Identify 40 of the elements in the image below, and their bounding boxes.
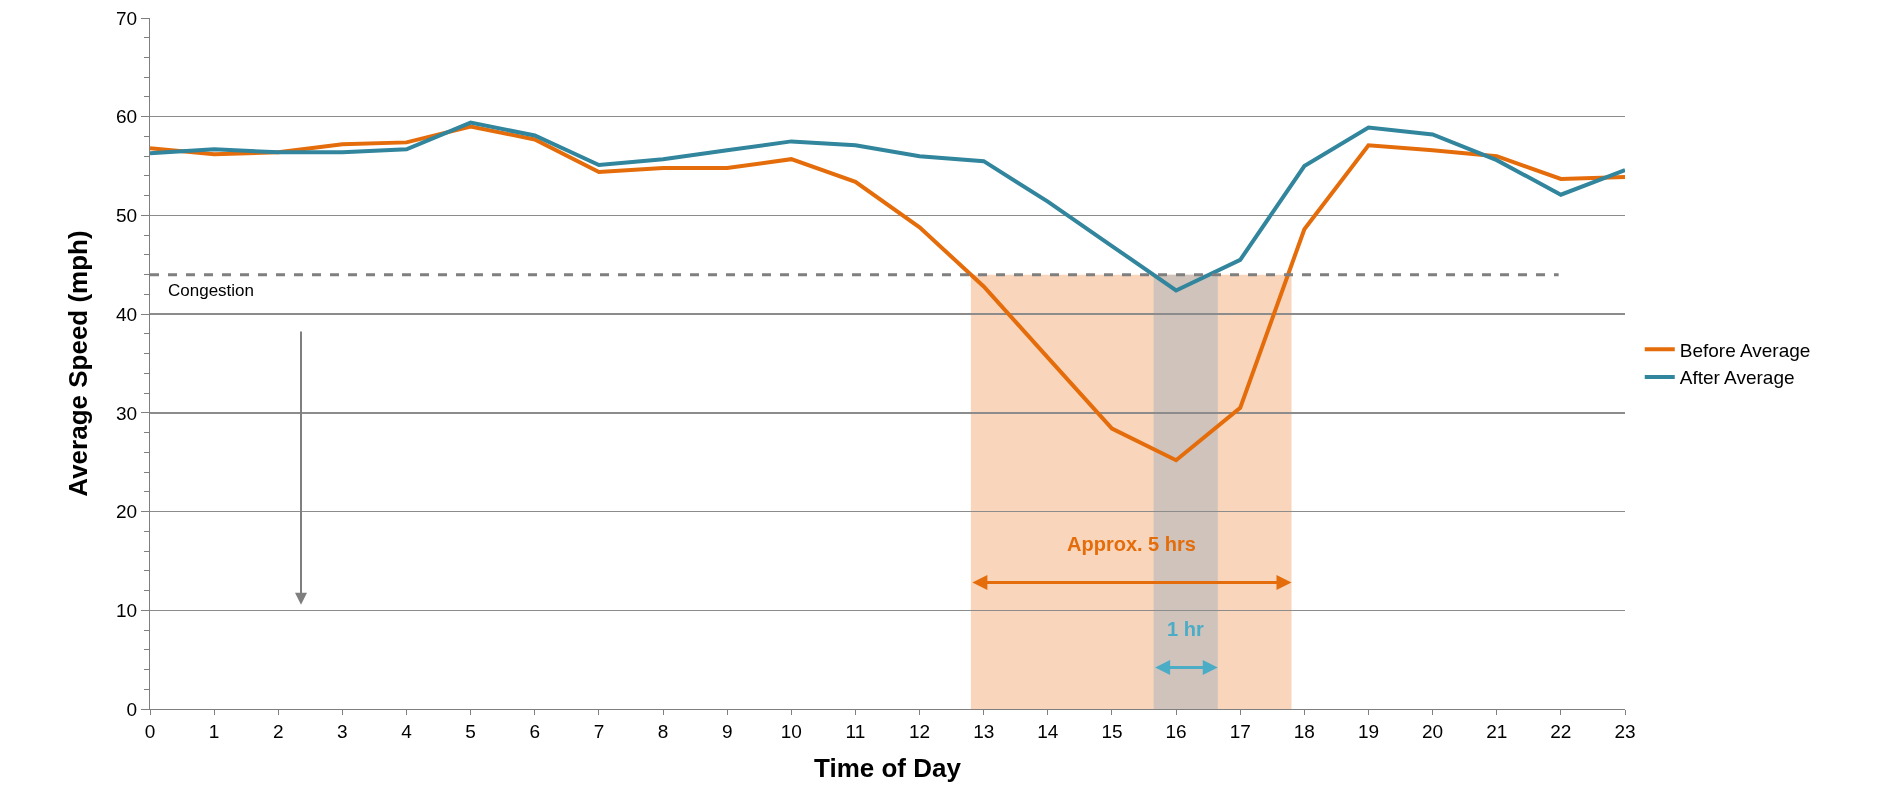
x-tick-label: 14 [1037,720,1059,742]
x-tick-label: 9 [721,720,733,742]
x-tick-label: 16 [1165,720,1187,742]
x-tick-label: 10 [780,720,802,742]
y-tick-label: 70 [116,7,138,29]
x-tick-label: 4 [401,720,413,742]
legend-label: After Average [1679,367,1795,389]
x-tick-label: 18 [1293,720,1315,742]
x-tick-label: 21 [1486,720,1508,742]
y-tick-label: 50 [116,205,138,227]
x-tick-label: 19 [1357,720,1380,742]
y-tick-label: 60 [116,106,138,128]
legend-label: Before Average [1679,339,1811,361]
x-tick-label: 3 [337,720,348,742]
x-tick-label: 11 [845,720,866,742]
band-label: 1 hr [1167,618,1204,640]
x-tick-label: 1 [208,720,220,742]
x-tick-label: 6 [529,720,541,742]
x-tick-label: 17 [1229,720,1251,742]
y-tick-label: 30 [116,402,138,424]
x-tick-label: 20 [1422,720,1444,742]
x-tick-label: 13 [973,720,995,742]
x-axis-title: Time of Day [814,753,962,784]
y-axis-title: Average Speed (mph) [63,230,94,497]
x-tick-label: 8 [657,720,669,742]
y-tick-label: 20 [116,501,138,523]
ref-line-label: Congestion [168,281,255,300]
line-series [150,124,1625,463]
x-tick-label: 7 [593,720,605,742]
x-tick-label: 12 [909,720,931,742]
y-tick-label: 40 [116,303,138,325]
x-tick-label: 22 [1550,720,1572,742]
x-tick-label: 15 [1101,720,1123,742]
x-tick-label: 2 [272,720,284,742]
y-tick-label: 0 [126,698,138,720]
band-label: Approx. 5 hrs [1067,533,1196,555]
y-tick-label: 10 [116,599,138,621]
x-tick-label: 23 [1614,720,1636,742]
x-tick-label: 5 [465,720,476,742]
x-tick-label: 0 [144,720,156,742]
